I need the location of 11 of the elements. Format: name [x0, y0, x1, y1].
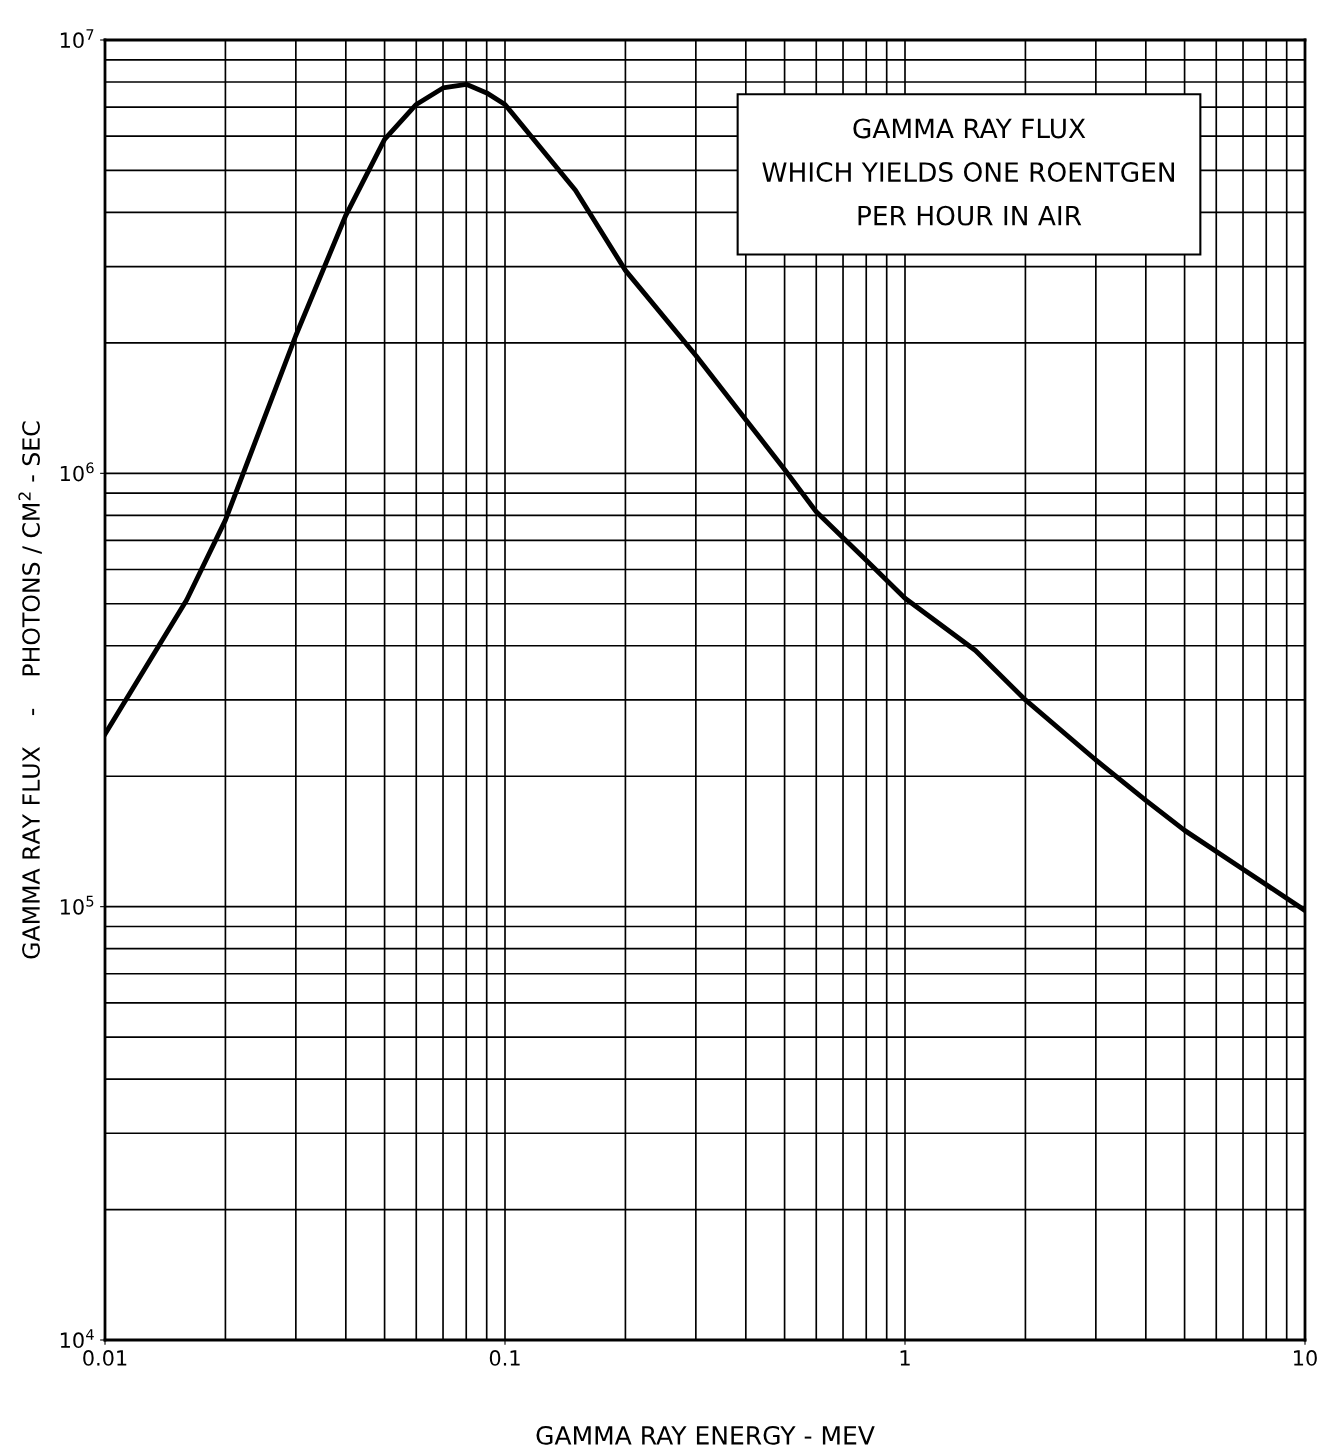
y-axis-title: GAMMA RAY FLUX - PHOTONS / CM$^{2}$ - SEC — [18, 421, 42, 959]
y-tick-label: 10$^{6}$ — [60, 462, 94, 482]
x-tick-label: 10 — [1294, 1350, 1317, 1366]
x-tick-label: 1 — [900, 1350, 910, 1366]
x-tick-label: 0.1 — [489, 1350, 520, 1366]
text: GAMMA RAY FLUX WHICH YIELDS ONE ROENTGEN PER HOUR IN AIR — [762, 118, 1174, 226]
y-tick-label: 10$^{5}$ — [60, 895, 94, 915]
x-axis-title: GAMMA RAY ENERGY - MEV — [536, 1425, 875, 1445]
y-tick-label: 10$^{7}$ — [60, 29, 94, 49]
y-tick-label: 10$^{4}$ — [60, 1329, 94, 1349]
x-tick-label: 0.01 — [83, 1350, 127, 1366]
